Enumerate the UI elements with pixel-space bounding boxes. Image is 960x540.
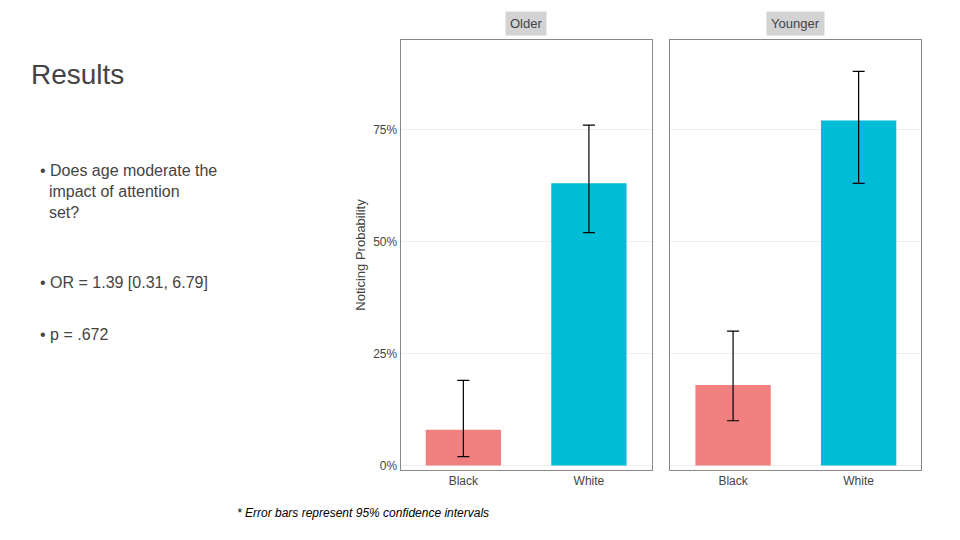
svg-text:0%: 0% xyxy=(380,459,398,473)
svg-text:Results: Results xyxy=(31,59,124,90)
svg-text:• Does age moderate the impac: • Does age moderate the impact of attent… xyxy=(40,162,217,221)
svg-text:Black: Black xyxy=(718,474,748,488)
svg-text:White: White xyxy=(843,474,874,488)
svg-text:• p = .672: • p = .672 xyxy=(40,326,108,343)
svg-text:Noticing Probability: Noticing Probability xyxy=(353,199,368,311)
svg-text:25%: 25% xyxy=(373,347,397,361)
svg-text:• OR = 1.39 [0.31, 6.79]: • OR = 1.39 [0.31, 6.79] xyxy=(40,274,208,291)
svg-text:Older: Older xyxy=(510,16,542,31)
svg-text:White: White xyxy=(574,474,605,488)
svg-text:Black: Black xyxy=(449,474,479,488)
svg-text:50%: 50% xyxy=(373,235,397,249)
svg-text:75%: 75% xyxy=(373,123,397,137)
svg-text:Younger: Younger xyxy=(771,16,820,31)
svg-text:* Error bars represent 95% con: * Error bars represent 95% confidence in… xyxy=(237,506,489,520)
